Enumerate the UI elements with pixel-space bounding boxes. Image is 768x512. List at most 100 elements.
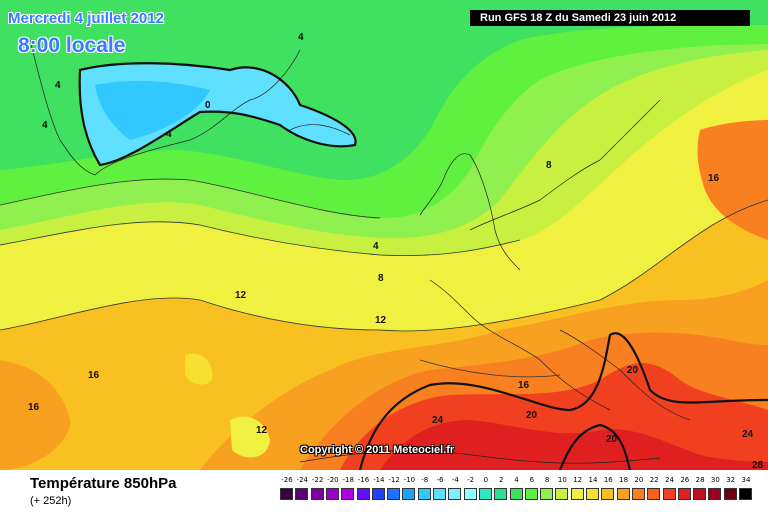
contour-label: 4 xyxy=(298,32,304,43)
legend-tick: 8 xyxy=(544,476,550,484)
legend-swatch xyxy=(478,488,492,500)
zone-east-hot xyxy=(697,120,768,240)
legend-tick: -18 xyxy=(342,476,354,484)
legend-tick: 24 xyxy=(665,476,674,484)
legend-swatch xyxy=(494,488,508,500)
minor-contours xyxy=(0,178,768,378)
contour-label: 0 xyxy=(205,100,211,111)
legend-tick: 4 xyxy=(514,476,519,484)
legend-swatch xyxy=(662,488,676,500)
zone-west-orange xyxy=(0,360,71,470)
legend-tick: 0 xyxy=(483,476,489,484)
contour-label: 8 xyxy=(546,160,552,171)
contour-label: 4 xyxy=(373,241,379,252)
legend-tick: -16 xyxy=(357,476,370,484)
contour-label: 16 xyxy=(708,173,720,184)
legend-tick: -24 xyxy=(296,476,309,484)
contour-label: 24 xyxy=(742,429,754,440)
legend-swatch xyxy=(341,488,355,500)
legend-tick: -2 xyxy=(467,476,475,484)
legend-swatch xyxy=(509,488,523,500)
legend-tick: 2 xyxy=(498,476,504,484)
legend-swatch xyxy=(540,488,554,500)
forecast-time: 8:00 locale xyxy=(18,34,126,57)
legend-swatch xyxy=(280,488,293,500)
legend-swatch xyxy=(463,488,477,500)
contour-label: 16 xyxy=(28,402,40,413)
legend-tick: 18 xyxy=(619,476,629,484)
contour-label: 20 xyxy=(526,410,538,421)
legend-swatch xyxy=(647,488,661,500)
contour-label: 4 xyxy=(55,80,61,91)
legend-swatch xyxy=(402,488,416,500)
legend-tick: -6 xyxy=(436,476,444,484)
legend-swatch xyxy=(417,488,431,500)
legend-tick: 34 xyxy=(741,476,751,484)
color-legend: -26 -24 -22 -20 -18 -16 -14 -12 -10 -8 -6 -4 -2 0 2 4 6 8… xyxy=(280,476,752,510)
contour-label: 12 xyxy=(256,425,268,436)
legend-swatch xyxy=(586,488,599,500)
legend-tick: -20 xyxy=(327,476,339,484)
legend-tick: 12 xyxy=(573,476,583,484)
legend-swatch xyxy=(677,488,691,500)
legend-tick: 20 xyxy=(634,476,644,484)
contour-label: 24 xyxy=(432,415,444,426)
legend-tick: -4 xyxy=(451,476,459,484)
contour-label: 12 xyxy=(235,290,247,301)
contour-label: 16 xyxy=(518,380,530,391)
legend-swatch xyxy=(739,488,752,500)
legend-tick: 26 xyxy=(680,476,690,484)
legend-tick: 32 xyxy=(726,476,736,484)
legend-tick: -10 xyxy=(403,476,416,484)
legend-tick: -26 xyxy=(281,476,293,484)
contour-label: 4 xyxy=(42,120,48,131)
zone-atlantic-warm2 xyxy=(230,416,270,458)
legend-swatch xyxy=(371,488,385,500)
legend-tick: 14 xyxy=(588,476,598,484)
legend-swatch xyxy=(524,488,538,500)
legend-swatch xyxy=(601,488,615,500)
contour-label: 4 xyxy=(166,129,172,140)
zone-colder-greenland xyxy=(95,80,210,140)
run-banner: Run GFS 18 Z du Samedi 23 juin 2012 xyxy=(470,10,750,26)
lead-time: (+ 252h) xyxy=(30,495,72,507)
legend-tick: 6 xyxy=(529,476,535,484)
copyright-text: Copyright © 2011 Meteociel.fr xyxy=(300,444,455,456)
zone-24 xyxy=(380,420,768,470)
legend-tick: -8 xyxy=(421,476,429,484)
legend-swatch xyxy=(356,488,370,500)
contour-label: 28 xyxy=(752,460,764,470)
forecast-date: Mercredi 4 juillet 2012 xyxy=(8,10,164,27)
contour-label: 20 xyxy=(606,434,618,445)
legend-tick: 16 xyxy=(603,476,613,484)
legend-swatch xyxy=(693,488,707,500)
coastlines xyxy=(29,39,691,464)
legend-tick: 10 xyxy=(557,476,567,484)
legend-swatch xyxy=(631,488,645,500)
contour-label: 12 xyxy=(375,315,387,326)
zone-0 xyxy=(0,0,768,181)
contour-label: 16 xyxy=(88,370,100,381)
legend-tick: -22 xyxy=(311,476,324,484)
legend-tick: 30 xyxy=(710,476,720,484)
legend-swatch xyxy=(555,488,569,500)
legend-swatch xyxy=(310,488,324,500)
temperature-map: 0 4 4 4 4 4 8 8 12 12 12 16 16 16 16 20 … xyxy=(0,0,768,470)
legend-tick: -14 xyxy=(373,476,385,484)
contour-label: 20 xyxy=(627,365,639,376)
legend-swatch xyxy=(295,488,309,500)
legend-tick: -12 xyxy=(388,476,400,484)
zone-atlantic-warm xyxy=(185,353,213,385)
legend-tick: 28 xyxy=(695,476,705,484)
legend-swatch xyxy=(433,488,446,500)
contour-labels: 0 4 4 4 4 4 8 8 12 12 12 16 16 16 16 20 … xyxy=(28,32,764,470)
major-contours xyxy=(78,62,768,470)
legend-swatch xyxy=(387,488,401,500)
field-title: Température 850hPa xyxy=(30,475,177,492)
legend-swatch xyxy=(448,488,462,500)
legend-swatch xyxy=(570,488,584,500)
legend-swatch xyxy=(325,488,339,500)
legend-swatch xyxy=(616,488,630,500)
legend-swatch xyxy=(723,488,737,500)
contour-label: 8 xyxy=(378,273,384,284)
